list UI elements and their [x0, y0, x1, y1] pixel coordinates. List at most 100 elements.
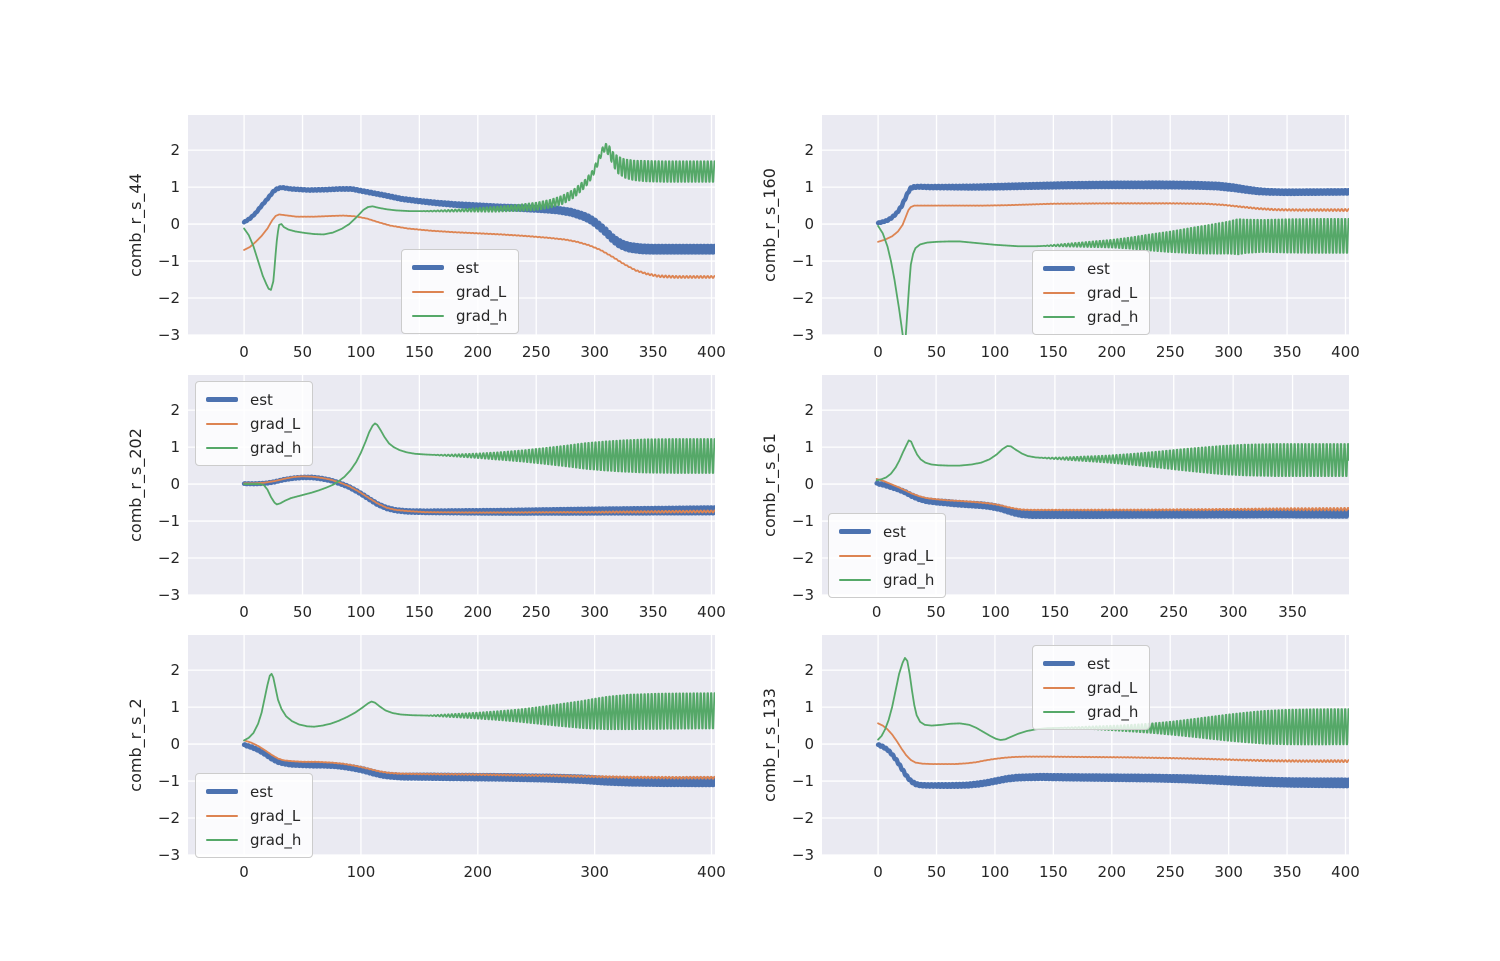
legend: est grad_L grad_h	[401, 249, 520, 334]
line-grad_h	[243, 672, 715, 742]
y-tick-label: −1	[791, 772, 814, 791]
y-tick-label: −1	[157, 772, 180, 791]
x-tick-label: 0	[239, 863, 249, 881]
series-group	[874, 439, 1349, 520]
legend-label: est	[1087, 654, 1110, 673]
line-grad_L	[243, 475, 715, 514]
series-group	[241, 672, 715, 788]
y-tick-label: −3	[157, 326, 180, 344]
y-tick-label: −1	[157, 512, 180, 531]
y-tick-label: 1	[170, 178, 180, 197]
legend-line-sample-est	[1043, 266, 1075, 271]
y-tick-label: −2	[791, 549, 814, 568]
y-tick-label: 0	[170, 475, 180, 494]
x-tick-label: 250	[521, 343, 551, 361]
x-tick-label: 150	[1040, 603, 1070, 621]
x-tick-label: 300	[580, 343, 609, 361]
legend-item-grad_h: grad_h	[839, 569, 934, 590]
y-tick-label: −2	[791, 289, 814, 308]
legend-label: est	[250, 390, 273, 409]
x-tick-label: 250	[1159, 603, 1189, 621]
legend-line-sample-est	[839, 529, 871, 534]
x-tick-label: 400	[697, 343, 726, 361]
y-tick-label: −1	[157, 252, 180, 271]
y-tick-label: 1	[804, 438, 814, 457]
y-tick-label: 1	[804, 698, 814, 717]
x-tick-label: 150	[405, 603, 434, 621]
legend-item-grad_L: grad_L	[206, 805, 301, 826]
x-tick-label: 400	[1331, 863, 1360, 881]
legend-item-grad_L: grad_L	[839, 545, 934, 566]
subplot-comb_r_s_202: comb_r_s_202 −3 −2 −1 0 1 2 0 50 100 150 200 250 300 3…	[78, 365, 738, 640]
y-tick-label: −3	[157, 586, 180, 604]
y-tick-label: −2	[791, 809, 814, 828]
subplot-comb_r_s_2: comb_r_s_2 −3 −2 −1 0 1 2 0 100 200 300 400 est grad_…	[78, 625, 738, 900]
x-tick-label: 400	[697, 603, 726, 621]
legend-label: grad_L	[456, 282, 507, 301]
legend-label: grad_L	[1087, 678, 1138, 697]
y-tick-label: 0	[170, 215, 180, 234]
x-tick-label: 250	[1155, 343, 1185, 361]
legend-label: est	[250, 782, 273, 801]
legend-item-est: est	[839, 521, 934, 542]
line-grad_L	[877, 202, 1349, 243]
legend-item-est: est	[1043, 258, 1138, 279]
legend-label: grad_L	[250, 414, 301, 433]
line-est	[241, 185, 715, 255]
x-tick-label: 0	[873, 343, 883, 361]
legend-label: grad_L	[250, 806, 301, 825]
x-tick-label: 50	[292, 603, 313, 621]
legend-item-grad_h: grad_h	[206, 437, 301, 458]
y-tick-label: −1	[791, 512, 814, 531]
y-tick-label: 0	[804, 215, 814, 234]
legend-line-sample-grad_L	[1043, 291, 1075, 294]
y-tick-label: 1	[170, 438, 180, 457]
line-grad_h	[875, 439, 1349, 482]
x-tick-label: 100	[346, 603, 376, 621]
legend-line-sample-grad_h	[1043, 710, 1075, 713]
y-tick-label: −2	[157, 809, 180, 828]
x-tick-label: 350	[638, 343, 668, 361]
legend-line-sample-est	[1043, 661, 1075, 666]
legend-label: est	[1087, 259, 1110, 278]
legend: est grad_L grad_h	[195, 773, 314, 858]
subplot-comb_r_s_61: comb_r_s_61 −3 −2 −1 0 1 2 0 50 100 150 200 250 300 35…	[712, 365, 1372, 640]
x-tick-label: 400	[1331, 343, 1360, 361]
x-tick-label: 300	[1218, 603, 1248, 621]
legend: est grad_L grad_h	[1032, 645, 1151, 730]
x-tick-label: 100	[980, 863, 1010, 881]
y-tick-label: 2	[170, 401, 180, 420]
series-group	[241, 422, 715, 516]
legend-line-sample-grad_L	[412, 290, 444, 293]
legend-item-est: est	[412, 257, 507, 278]
x-tick-label: 200	[1099, 603, 1129, 621]
line-grad_h	[877, 218, 1349, 335]
legend-item-grad_L: grad_L	[412, 281, 507, 302]
legend-line-sample-grad_h	[206, 446, 238, 449]
legend: est grad_L grad_h	[828, 513, 947, 598]
y-tick-label: 2	[170, 141, 180, 160]
line-est	[875, 180, 1349, 226]
legend-label: grad_h	[883, 570, 935, 589]
x-tick-label: 200	[1097, 863, 1127, 881]
y-tick-label: −1	[791, 252, 814, 271]
legend-line-sample-est	[412, 265, 444, 270]
x-tick-label: 50	[926, 863, 947, 881]
legend-line-sample-grad_L	[1043, 686, 1075, 689]
legend-line-sample-grad_h	[839, 578, 871, 581]
x-tick-label: 350	[1272, 863, 1302, 881]
x-tick-label: 200	[463, 863, 493, 881]
subplot-comb_r_s_160: comb_r_s_160 −3 −2 −1 0 1 2 0 50 100 150 200 250 300 3…	[712, 105, 1372, 380]
legend-label: grad_h	[456, 306, 508, 325]
y-tick-label: −2	[157, 549, 180, 568]
legend-item-grad_h: grad_h	[206, 829, 301, 850]
legend-line-sample-grad_h	[206, 838, 238, 841]
series-group	[241, 142, 715, 291]
y-tick-label: −3	[791, 326, 814, 344]
x-tick-label: 0	[871, 603, 882, 621]
y-tick-label: 2	[170, 661, 180, 680]
x-tick-label: 350	[1278, 603, 1307, 621]
legend-line-sample-grad_h	[1043, 315, 1075, 318]
y-tick-label: 2	[804, 401, 814, 420]
